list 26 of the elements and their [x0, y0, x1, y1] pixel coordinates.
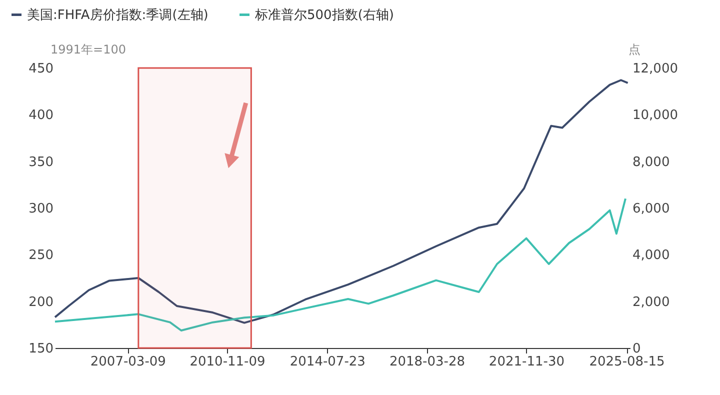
y2-tick-label: 6,000 [632, 202, 670, 216]
y2-tick-label: 12,000 [632, 62, 678, 76]
x-tick-label: 2018-03-28 [389, 354, 466, 370]
x-tick-label: 2025-08-15 [589, 354, 665, 370]
y-axis-title: 1991年=100 [50, 42, 126, 56]
x-tick-label: 2021-11-30 [488, 354, 564, 370]
y-tick-label: 300 [28, 202, 54, 216]
legend-label: 标准普尔500指数(右轴) [254, 6, 394, 23]
y2-tick-label: 4,000 [632, 248, 670, 264]
y-tick-label: 350 [28, 154, 54, 170]
x-tick-label: 2007-03-09 [90, 354, 166, 370]
y-tick-label: 150 [28, 342, 54, 356]
x-tick-label: 2010-11-09 [190, 354, 266, 370]
line-series [54, 79, 629, 324]
y2-tick-label: 10,000 [632, 108, 678, 124]
x-tick-label: 2014-07-23 [290, 354, 366, 370]
y2-axis-title: 点 [628, 42, 640, 56]
y2-tick-label: 8,000 [632, 154, 670, 170]
y2-tick-label: 0 [632, 342, 641, 356]
y2-tick-label: 2,000 [632, 294, 670, 310]
y-tick-label: 200 [28, 294, 54, 310]
line-series [54, 198, 626, 332]
y-tick-label: 400 [28, 108, 54, 124]
y-tick-label: 250 [28, 248, 54, 264]
legend-label: 美国:FHFA房价指数:季调(左轴) [27, 6, 208, 23]
y-tick-label: 450 [28, 62, 54, 76]
